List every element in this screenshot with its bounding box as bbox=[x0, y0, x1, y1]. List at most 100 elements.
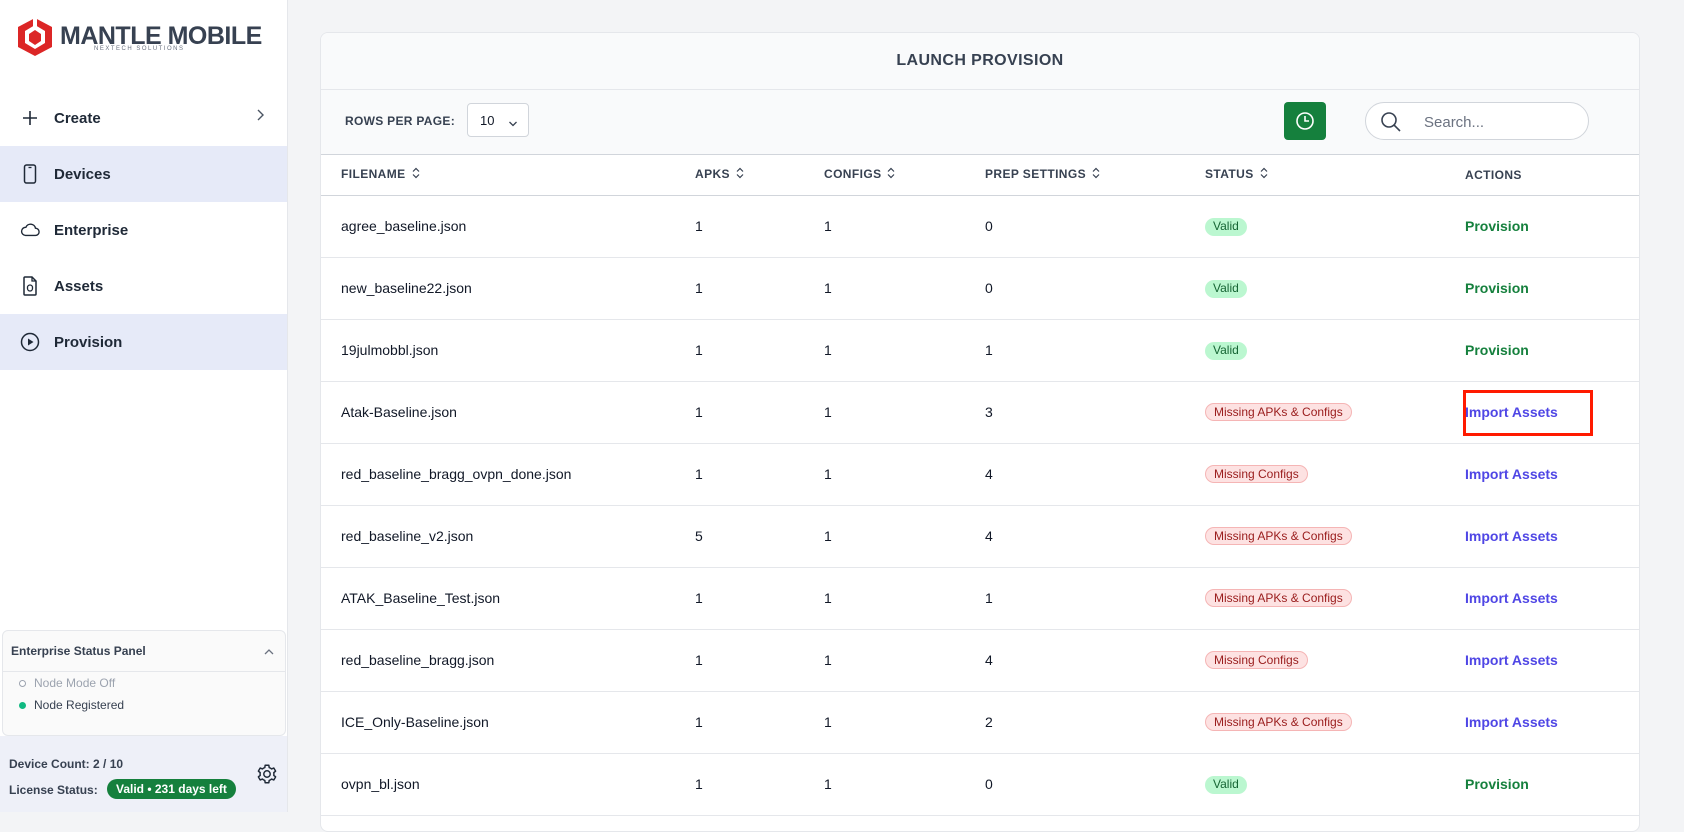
status-dot-on-icon bbox=[19, 701, 26, 709]
cell-filename: ovpn_bl.json bbox=[321, 753, 695, 816]
cell-filename: ICE_Only-Baseline.json bbox=[321, 691, 695, 754]
table-row: red_baseline_v2.json 5 1 4 Missing APKs & Co… bbox=[321, 505, 1639, 568]
sidebar-item-create[interactable]: Create bbox=[0, 90, 287, 146]
rows-per-page-select[interactable]: 10 bbox=[467, 103, 529, 137]
sort-icon[interactable] bbox=[887, 167, 895, 182]
sidebar-item-assets[interactable]: Assets bbox=[0, 258, 287, 314]
cell-status: Missing Configs bbox=[1205, 443, 1465, 506]
play-circle-icon bbox=[20, 332, 40, 352]
import-assets-button[interactable]: Import Assets bbox=[1465, 404, 1558, 420]
cell-status: Missing Configs bbox=[1205, 629, 1465, 692]
sort-icon[interactable] bbox=[736, 167, 744, 182]
cloud-icon bbox=[20, 220, 40, 240]
sidebar-item-label: Enterprise bbox=[54, 221, 129, 239]
column-header-configs[interactable]: CONFIGS bbox=[824, 155, 985, 196]
table-row: red_baseline_bragg.json 1 1 4 Missing Config… bbox=[321, 629, 1639, 692]
cell-configs: 1 bbox=[824, 691, 985, 754]
import-assets-button[interactable]: Import Assets bbox=[1465, 590, 1558, 606]
cell-apks: 1 bbox=[695, 691, 824, 754]
import-assets-button[interactable]: Import Assets bbox=[1465, 528, 1558, 544]
status-panel-header[interactable]: Enterprise Status Panel bbox=[3, 631, 285, 672]
cell-filename: red_baseline_bragg.json bbox=[321, 629, 695, 692]
mantle-logo-icon bbox=[18, 18, 52, 56]
cell-prep-settings: 0 bbox=[985, 257, 1205, 320]
chevron-up-icon[interactable] bbox=[263, 645, 275, 659]
status-badge: Valid bbox=[1205, 217, 1247, 236]
cell-configs: 1 bbox=[824, 753, 985, 816]
search-icon bbox=[1381, 112, 1401, 132]
table-row: new_baseline22.json 1 1 0 Valid Provision bbox=[321, 257, 1639, 320]
sidebar-item-label: Devices bbox=[54, 165, 111, 183]
cell-apks: 1 bbox=[695, 319, 824, 382]
cell-prep-settings: 0 bbox=[985, 195, 1205, 258]
cell-status: Valid bbox=[1205, 319, 1465, 382]
cell-apks: 1 bbox=[695, 753, 824, 816]
provision-button[interactable]: Provision bbox=[1465, 776, 1529, 792]
import-assets-button[interactable]: Import Assets bbox=[1465, 652, 1558, 668]
table-toolbar: ROWS PER PAGE: 10 bbox=[321, 90, 1639, 155]
status-badge: Missing APKs & Configs bbox=[1205, 403, 1352, 421]
search-input[interactable] bbox=[1422, 109, 1576, 135]
provision-button[interactable]: Provision bbox=[1465, 218, 1529, 234]
cell-filename: agree_baseline.json bbox=[321, 195, 695, 258]
cell-configs: 1 bbox=[824, 629, 985, 692]
cell-prep-settings: 4 bbox=[985, 505, 1205, 568]
column-header-apks[interactable]: APKS bbox=[695, 155, 824, 196]
sidebar-item-label: Provision bbox=[54, 333, 123, 351]
plus-icon bbox=[20, 108, 40, 128]
cell-actions: Import Assets bbox=[1465, 443, 1639, 506]
sidebar-item-label: Create bbox=[54, 109, 101, 127]
enterprise-status-panel: Enterprise Status Panel Node Mode Off No… bbox=[2, 630, 286, 736]
search-box[interactable] bbox=[1365, 102, 1589, 140]
import-assets-button[interactable]: Import Assets bbox=[1465, 466, 1558, 482]
brand-logo[interactable]: MANTLE MOBILE NEXTECH SOLUTIONS bbox=[16, 16, 262, 58]
cell-configs: 1 bbox=[824, 257, 985, 320]
status-badge: Valid bbox=[1205, 279, 1247, 298]
table-row: red_baseline_bragg_ovpn_done.json 1 1 4 Miss… bbox=[321, 443, 1639, 506]
sort-icon[interactable] bbox=[412, 167, 420, 182]
cell-status: Valid bbox=[1205, 257, 1465, 320]
table-header-row: FILENAME APKS CONFIGS PREP SETTINGS STAT… bbox=[321, 155, 1639, 196]
cell-configs: 1 bbox=[824, 195, 985, 258]
provision-button[interactable]: Provision bbox=[1465, 342, 1529, 358]
license-status-badge: Valid • 231 days left bbox=[107, 779, 236, 799]
cell-actions: Provision bbox=[1465, 257, 1639, 320]
sidebar-item-provision[interactable]: Provision bbox=[0, 314, 287, 370]
cell-actions: Provision bbox=[1465, 753, 1639, 816]
table-row: 19julmobbl.json 1 1 1 Valid Provision bbox=[321, 319, 1639, 382]
cell-configs: 1 bbox=[824, 567, 985, 630]
cell-configs: 1 bbox=[824, 505, 985, 568]
cell-filename: red_baseline_bragg_ovpn_done.json bbox=[321, 443, 695, 506]
cell-prep-settings: 4 bbox=[985, 629, 1205, 692]
brand-name: MANTLE MOBILE bbox=[60, 21, 262, 50]
gear-icon[interactable] bbox=[256, 763, 278, 785]
cell-configs: 1 bbox=[824, 381, 985, 444]
status-badge: Missing APKs & Configs bbox=[1205, 527, 1352, 545]
sort-icon[interactable] bbox=[1092, 167, 1100, 182]
status-panel-title: Enterprise Status Panel bbox=[11, 644, 146, 658]
rows-per-page-value: 10 bbox=[480, 112, 495, 128]
table-row: ATAK_Baseline_Test.json 1 1 1 Missing APKs &… bbox=[321, 567, 1639, 630]
column-header-status[interactable]: STATUS bbox=[1205, 155, 1465, 196]
cell-apks: 1 bbox=[695, 443, 824, 506]
cell-status: Valid bbox=[1205, 753, 1465, 816]
node-registered-status: Node Registered bbox=[3, 694, 285, 716]
status-badge: Valid bbox=[1205, 775, 1247, 794]
cell-actions: Import Assets bbox=[1465, 567, 1639, 630]
column-header-filename[interactable]: FILENAME bbox=[321, 155, 695, 196]
cell-filename: red_baseline_v2.json bbox=[321, 505, 695, 568]
sort-icon[interactable] bbox=[1260, 167, 1268, 182]
cell-actions: Provision bbox=[1465, 319, 1639, 382]
import-assets-button[interactable]: Import Assets bbox=[1465, 714, 1558, 730]
phone-icon bbox=[20, 164, 40, 184]
cell-status: Missing APKs & Configs bbox=[1205, 567, 1465, 630]
sidebar-item-devices[interactable]: Devices bbox=[0, 146, 287, 202]
cell-apks: 1 bbox=[695, 567, 824, 630]
provision-button[interactable]: Provision bbox=[1465, 280, 1529, 296]
column-header-actions: ACTIONS bbox=[1465, 155, 1639, 196]
cell-prep-settings: 2 bbox=[985, 691, 1205, 754]
history-button[interactable] bbox=[1284, 102, 1326, 140]
sidebar-item-enterprise[interactable]: Enterprise bbox=[0, 202, 287, 258]
cell-apks: 5 bbox=[695, 505, 824, 568]
column-header-prep-settings[interactable]: PREP SETTINGS bbox=[985, 155, 1205, 196]
